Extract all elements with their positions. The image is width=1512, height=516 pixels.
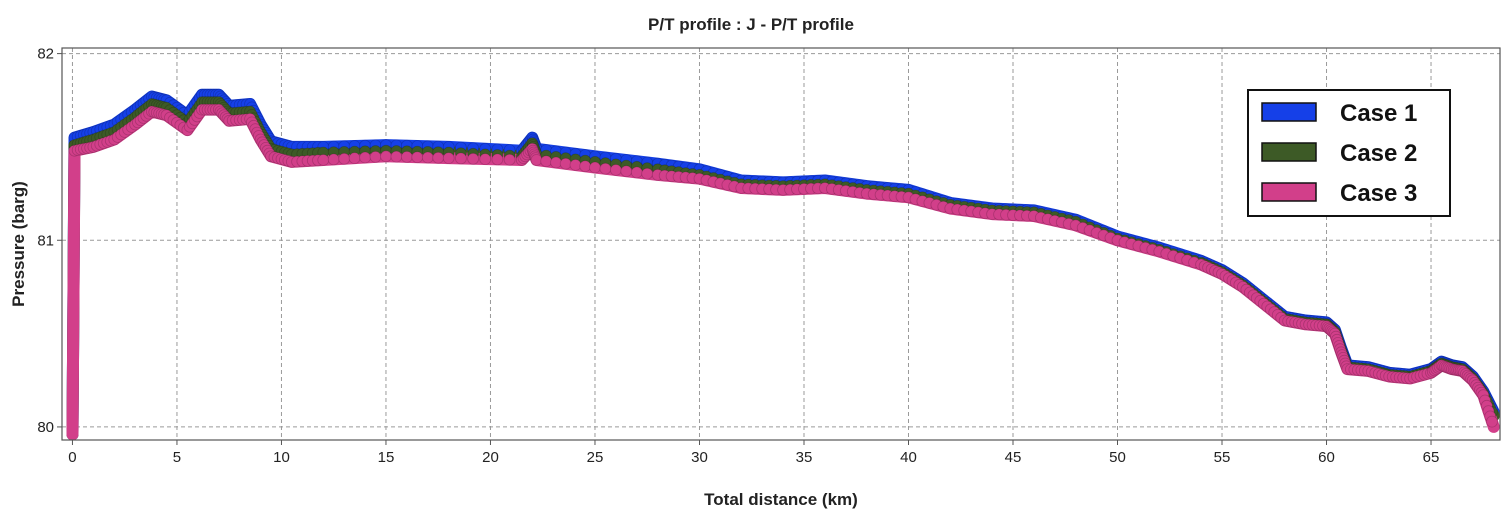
- legend-swatch-3: [1261, 182, 1317, 202]
- x-tick-label: 20: [482, 449, 499, 466]
- x-tick-label: 15: [378, 449, 395, 466]
- x-tick-label: 25: [587, 449, 604, 466]
- data-point: [390, 150, 403, 163]
- data-point: [400, 150, 413, 163]
- x-tick-label: 60: [1318, 449, 1335, 466]
- legend-label-3: Case 3: [1340, 180, 1417, 207]
- data-point: [641, 167, 654, 180]
- y-tick-label: 81: [37, 232, 54, 249]
- data-point: [599, 162, 612, 175]
- data-point: [1486, 415, 1498, 428]
- data-point: [569, 159, 582, 171]
- x-tick-label: 30: [691, 449, 708, 466]
- data-point: [338, 152, 351, 165]
- data-point: [620, 165, 633, 178]
- series-markers-3: [68, 103, 1498, 428]
- x-tick-label: 45: [1005, 449, 1022, 466]
- data-point: [454, 152, 467, 165]
- data-point: [491, 153, 504, 166]
- x-axis-title: Total distance (km): [704, 490, 858, 509]
- data-point: [369, 150, 382, 163]
- axis-ticks: 0 5 10 15 20 25 30 35 40 45 50 55 60 65 80 81 82: [37, 46, 1439, 466]
- legend-swatch-1: [1261, 102, 1317, 122]
- x-tick-label: 40: [900, 449, 917, 466]
- data-point: [380, 150, 392, 163]
- data-point: [630, 166, 643, 179]
- y-tick-label: 82: [37, 46, 54, 63]
- data-point: [540, 155, 553, 168]
- data-point: [589, 161, 601, 174]
- data-point: [317, 154, 330, 166]
- grid: [62, 48, 1500, 440]
- x-tick-label: 10: [273, 449, 290, 466]
- x-tick-label: 35: [796, 449, 813, 466]
- data-point: [411, 151, 424, 164]
- legend-label-1: Case 1: [1340, 100, 1417, 127]
- y-axis-title: Pressure (barg): [9, 181, 28, 307]
- data-point: [327, 153, 340, 166]
- data-point: [467, 152, 480, 165]
- x-tick-label: 65: [1423, 449, 1440, 466]
- data-point: [530, 154, 543, 166]
- data-point: [503, 153, 516, 166]
- data-point: [442, 152, 455, 165]
- data-point: [421, 151, 434, 164]
- data-point: [610, 164, 622, 176]
- data-point: [550, 156, 562, 169]
- data-point: [559, 157, 572, 170]
- series-lines: [66, 88, 1500, 441]
- legend: Case 1 Case 2 Case 3: [1247, 89, 1451, 217]
- plot-area-frame: [61, 47, 1501, 441]
- data-point: [579, 160, 592, 173]
- data-point: [359, 151, 372, 164]
- legend-swatch-2: [1261, 142, 1317, 162]
- chart-title: P/T profile : J - P/T profile: [648, 15, 854, 34]
- y-tick-label: 80: [37, 419, 54, 436]
- x-tick-label: 50: [1109, 449, 1126, 466]
- data-point: [348, 152, 361, 165]
- x-tick-label: 0: [68, 449, 76, 466]
- data-point: [479, 153, 492, 166]
- data-point: [432, 151, 445, 164]
- legend-label-2: Case 2: [1340, 140, 1417, 167]
- x-tick-label: 55: [1214, 449, 1231, 466]
- x-tick-label: 5: [173, 449, 181, 466]
